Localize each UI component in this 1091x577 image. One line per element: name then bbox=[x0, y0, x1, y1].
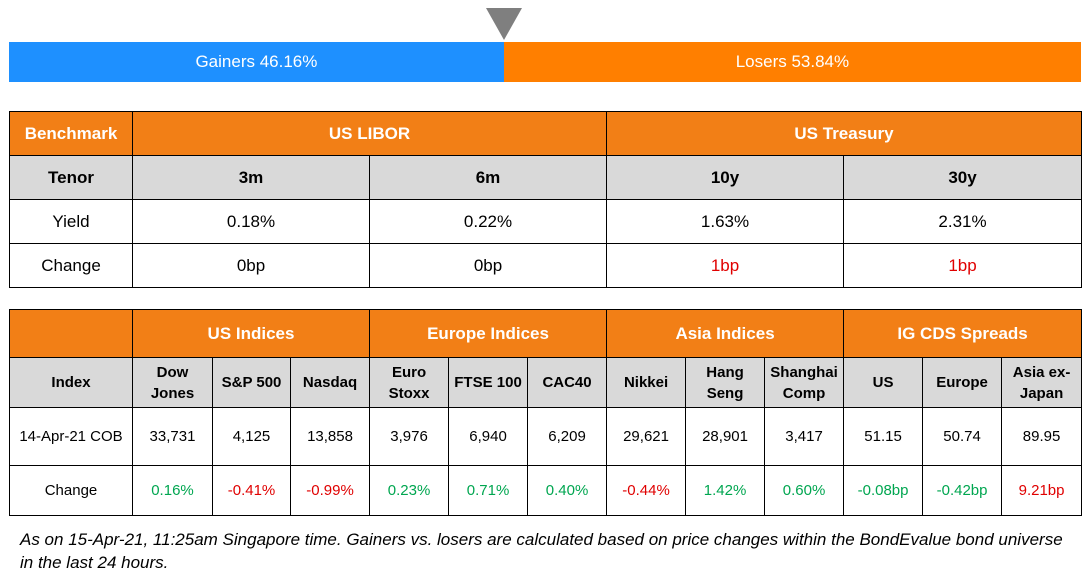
yield-label: Yield bbox=[9, 199, 133, 244]
us-indices-header: US Indices bbox=[131, 309, 371, 358]
index-change: -0.44% bbox=[606, 465, 687, 516]
index-label: Index bbox=[9, 357, 133, 408]
tenor-cell: 3m bbox=[132, 155, 370, 200]
gainers-segment: Gainers 46.16% bbox=[9, 42, 504, 82]
change-label: Change bbox=[9, 243, 133, 288]
yield-cell: 2.31% bbox=[843, 199, 1083, 244]
rates-header-row: Benchmark US LIBOR US Treasury bbox=[9, 111, 1083, 156]
index-change: 9.21bp bbox=[1001, 465, 1083, 516]
index-value: 3,417 bbox=[764, 407, 845, 466]
yield-row: Yield 0.18% 0.22% 1.63% 2.31% bbox=[9, 199, 1083, 244]
index-name-row: Index Dow Jones S&P 500 Nasdaq Euro Stox… bbox=[9, 357, 1083, 408]
indices-header-row: US Indices Europe Indices Asia Indices I… bbox=[9, 309, 1083, 358]
europe-indices-header: Europe Indices bbox=[369, 309, 608, 358]
blank-header bbox=[9, 309, 133, 358]
yield-cell: 0.18% bbox=[132, 199, 370, 244]
index-value-row: 14-Apr-21 COB 33,731 4,125 13,858 3,976 … bbox=[9, 407, 1083, 466]
index-value: 3,976 bbox=[369, 407, 450, 466]
change-cell: 0bp bbox=[132, 243, 370, 288]
footnote: As on 15-Apr-21, 11:25am Singapore time.… bbox=[20, 530, 1063, 572]
index-name: Shanghai Comp bbox=[764, 357, 845, 408]
index-name: Dow Jones bbox=[132, 357, 213, 408]
gainers-losers-bar: Gainers 46.16% Losers 53.84% bbox=[9, 42, 1081, 82]
index-name: CAC40 bbox=[527, 357, 608, 408]
index-name: Hang Seng bbox=[685, 357, 766, 408]
triangle-down-icon bbox=[485, 8, 522, 40]
index-value: 29,621 bbox=[606, 407, 687, 466]
yield-cell: 0.22% bbox=[368, 199, 608, 244]
index-change: 0.40% bbox=[527, 465, 608, 516]
index-name: Asia ex-Japan bbox=[1001, 357, 1083, 408]
index-value: 51.15 bbox=[843, 407, 924, 466]
index-change: 0.23% bbox=[369, 465, 450, 516]
index-name: FTSE 100 bbox=[448, 357, 529, 408]
losers-segment: Losers 53.84% bbox=[503, 42, 1081, 82]
change-label: Change bbox=[9, 465, 133, 516]
us-libor-header: US LIBOR bbox=[131, 111, 608, 156]
index-value: 6,940 bbox=[448, 407, 529, 466]
tenor-label: Tenor bbox=[9, 155, 133, 200]
index-change: -0.08bp bbox=[843, 465, 924, 516]
change-cell: 0bp bbox=[368, 243, 608, 288]
rates-table: Benchmark US LIBOR US Treasury Tenor 3m … bbox=[9, 111, 1083, 288]
yield-cell: 1.63% bbox=[606, 199, 845, 244]
us-treasury-header: US Treasury bbox=[606, 111, 1083, 156]
ig-cds-spreads-header: IG CDS Spreads bbox=[843, 309, 1083, 358]
index-change: -0.99% bbox=[289, 465, 371, 516]
index-change-row: Change 0.16% -0.41% -0.99% 0.23% 0.71% 0… bbox=[9, 465, 1083, 516]
index-value: 13,858 bbox=[289, 407, 371, 466]
rates-change-row: Change 0bp 0bp 1bp 1bp bbox=[9, 243, 1083, 288]
change-cell: 1bp bbox=[606, 243, 845, 288]
asia-indices-header: Asia Indices bbox=[606, 309, 845, 358]
index-value: 89.95 bbox=[1001, 407, 1083, 466]
benchmark-header: Benchmark bbox=[9, 111, 133, 156]
index-name: US bbox=[843, 357, 924, 408]
index-value: 50.74 bbox=[922, 407, 1003, 466]
index-change: 1.42% bbox=[685, 465, 766, 516]
index-value: 6,209 bbox=[527, 407, 608, 466]
date-label: 14-Apr-21 COB bbox=[9, 407, 133, 466]
indices-table: US Indices Europe Indices Asia Indices I… bbox=[9, 309, 1083, 516]
index-change: -0.41% bbox=[212, 465, 291, 516]
index-name: Nasdaq bbox=[289, 357, 371, 408]
index-change: -0.42bp bbox=[922, 465, 1003, 516]
change-cell: 1bp bbox=[843, 243, 1083, 288]
index-value: 4,125 bbox=[212, 407, 291, 466]
index-change: 0.71% bbox=[448, 465, 529, 516]
tenor-cell: 10y bbox=[606, 155, 845, 200]
index-value: 33,731 bbox=[132, 407, 213, 466]
tenor-cell: 6m bbox=[368, 155, 608, 200]
index-name: Euro Stoxx bbox=[369, 357, 450, 408]
index-name: Europe bbox=[922, 357, 1003, 408]
tenor-cell: 30y bbox=[843, 155, 1083, 200]
index-change: 0.16% bbox=[132, 465, 213, 516]
index-change: 0.60% bbox=[764, 465, 845, 516]
index-name: Nikkei bbox=[606, 357, 687, 408]
index-name: S&P 500 bbox=[212, 357, 291, 408]
tenor-row: Tenor 3m 6m 10y 30y bbox=[9, 155, 1083, 200]
index-value: 28,901 bbox=[685, 407, 766, 466]
